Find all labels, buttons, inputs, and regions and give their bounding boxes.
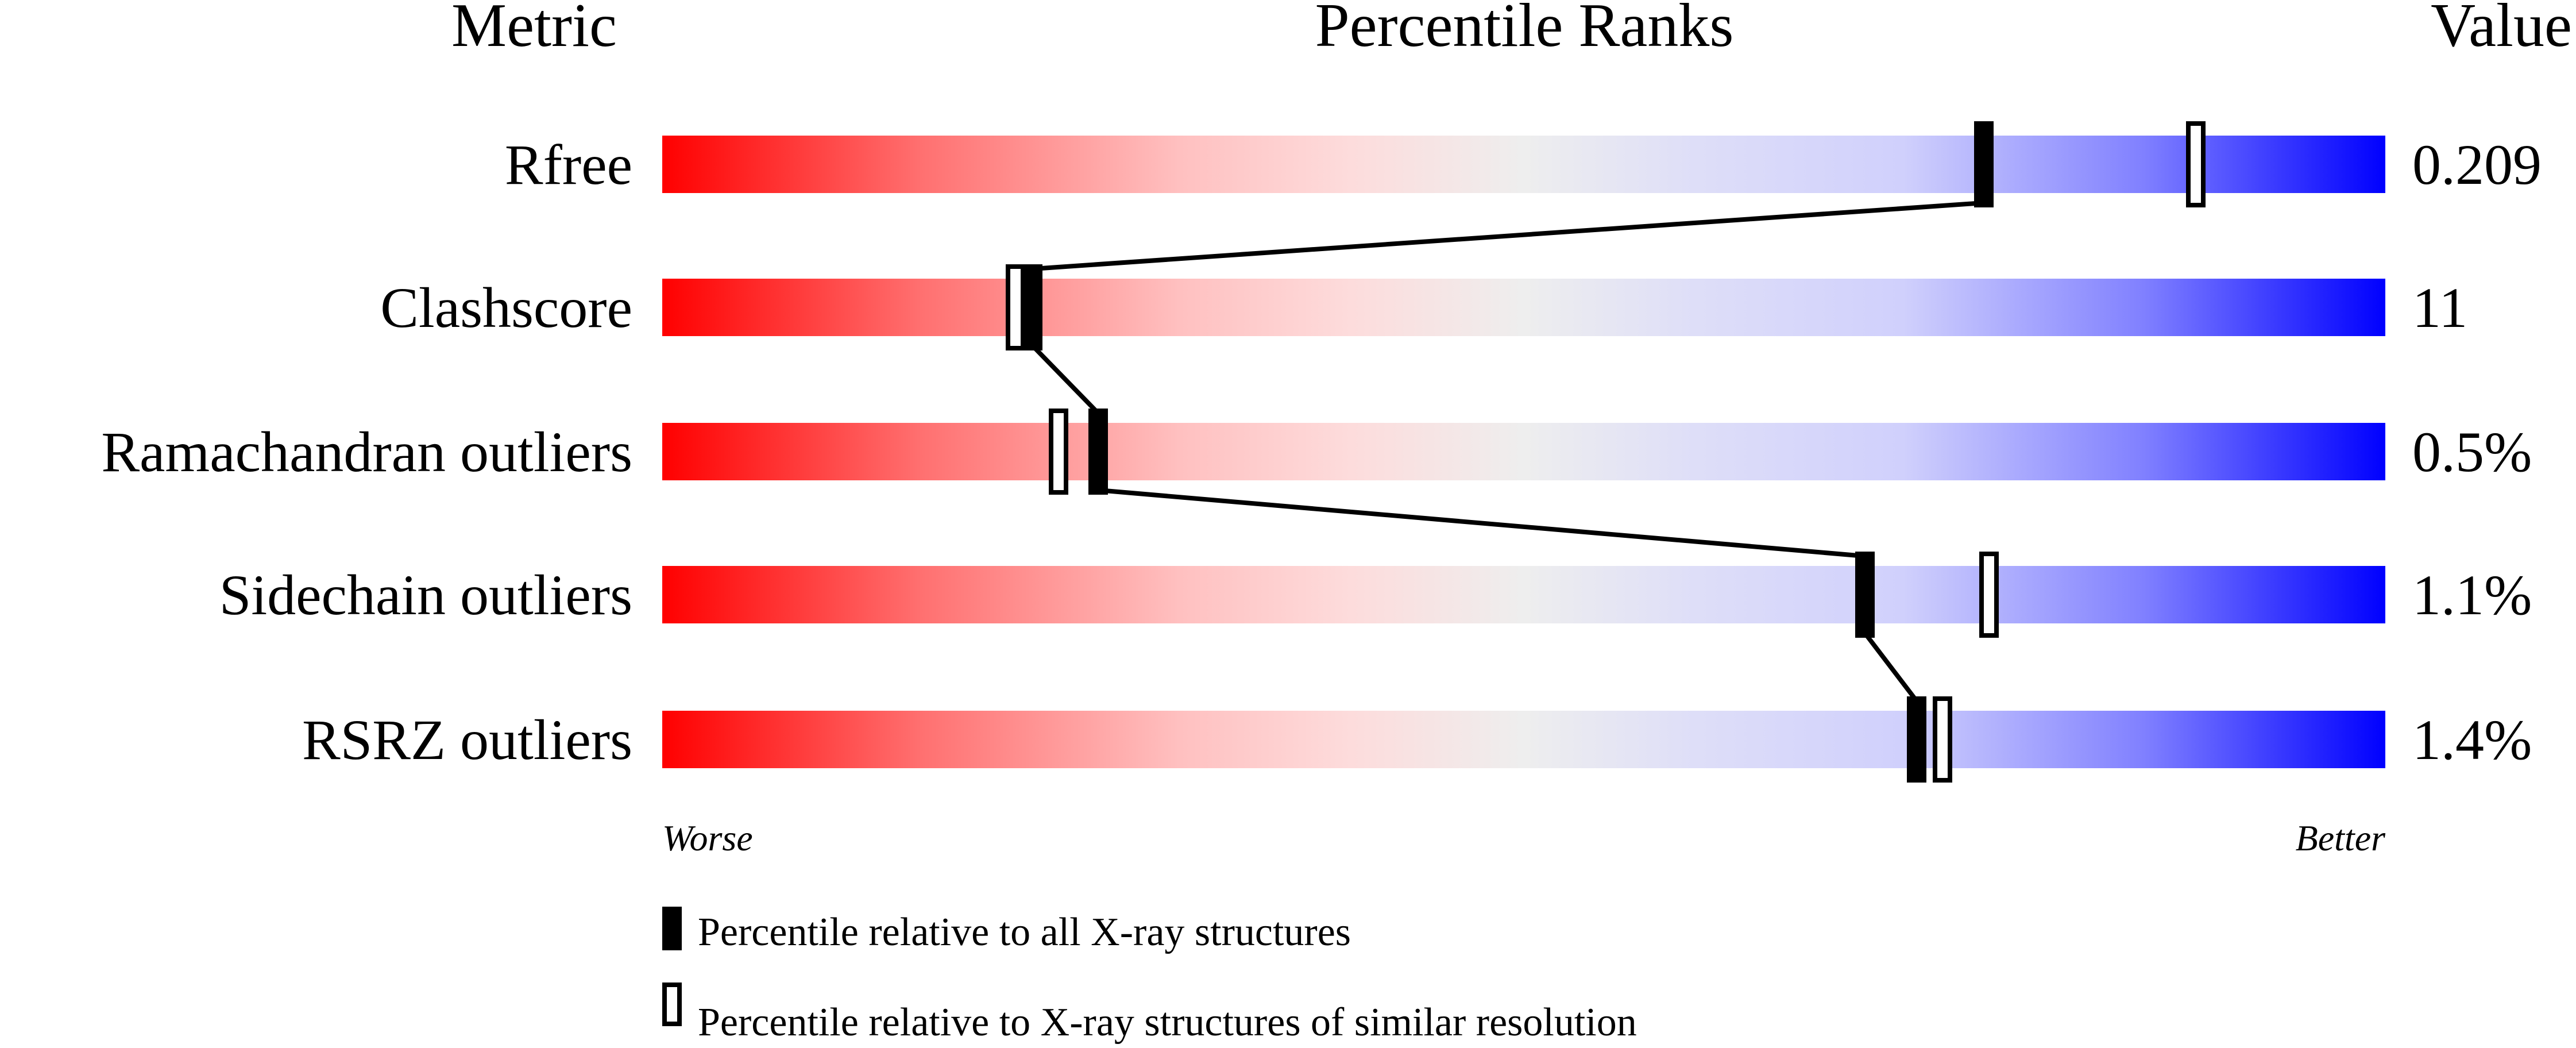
connector-line <box>1098 488 1866 558</box>
metric-value: 0.5% <box>2412 420 2532 484</box>
legend-all-label: Percentile relative to all X-ray structu… <box>698 910 1351 954</box>
header-metric: Metric <box>451 0 617 60</box>
similar-resolution-percentile-marker <box>1006 264 1025 350</box>
all-structures-percentile-marker <box>1974 121 1994 207</box>
metric-label: RSRZ outliers <box>302 708 632 772</box>
metric-label: Ramachandran outliers <box>101 420 632 484</box>
metric-label: Rfree <box>505 133 632 196</box>
metric-label: Sidechain outliers <box>219 563 632 627</box>
percentile-bar <box>662 423 2385 480</box>
axis-worse-label: Worse <box>662 818 753 858</box>
axis-better-label: Better <box>2296 818 2386 858</box>
percentile-bar <box>662 136 2385 193</box>
all-structures-percentile-marker <box>1855 552 1875 638</box>
connector-line <box>1032 201 1984 271</box>
metric-value: 1.1% <box>2412 563 2532 627</box>
percentile-bar <box>662 279 2385 336</box>
percentile-bar <box>662 566 2385 623</box>
metric-value: 1.4% <box>2412 708 2532 772</box>
percentile-bar <box>662 711 2385 768</box>
header-percentile-ranks: Percentile Ranks <box>1315 0 1734 60</box>
all-structures-percentile-marker <box>1023 264 1042 350</box>
metric-value: 0.209 <box>2412 133 2542 196</box>
all-structures-percentile-marker <box>1907 696 1926 783</box>
metric-label: Clashscore <box>380 276 632 340</box>
header-value: Value <box>2431 0 2572 60</box>
legend-similar-label: Percentile relative to X-ray structures … <box>698 1000 1637 1045</box>
similar-resolution-percentile-marker <box>2186 121 2206 207</box>
legend-filled-marker-icon <box>662 907 682 950</box>
metric-value: 11 <box>2412 276 2467 340</box>
connector-line <box>1863 631 1919 703</box>
similar-resolution-percentile-marker <box>1979 552 1999 638</box>
similar-resolution-percentile-marker <box>1933 696 1952 783</box>
all-structures-percentile-marker <box>1088 409 1108 495</box>
similar-resolution-percentile-marker <box>1049 409 1068 495</box>
legend-hollow-marker-icon <box>662 982 682 1026</box>
connector-line <box>1031 344 1100 415</box>
